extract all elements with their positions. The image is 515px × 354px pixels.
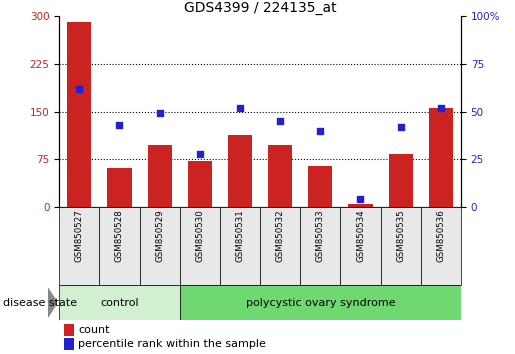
- Bar: [381, 207, 421, 285]
- Text: GSM850530: GSM850530: [195, 210, 204, 262]
- Title: GDS4399 / 224135_at: GDS4399 / 224135_at: [184, 1, 336, 15]
- Text: GSM850532: GSM850532: [276, 210, 285, 262]
- Text: GSM850531: GSM850531: [235, 210, 245, 262]
- Point: [356, 196, 365, 202]
- Bar: [389, 154, 413, 207]
- Bar: [349, 204, 372, 207]
- Bar: [300, 207, 340, 285]
- Bar: [64, 338, 74, 350]
- Bar: [188, 161, 212, 207]
- Bar: [340, 207, 381, 285]
- Bar: [59, 285, 180, 320]
- Text: polycystic ovary syndrome: polycystic ovary syndrome: [246, 298, 395, 308]
- Bar: [220, 207, 260, 285]
- Bar: [99, 207, 140, 285]
- Point: [196, 151, 204, 156]
- Point: [316, 128, 324, 133]
- Text: GSM850527: GSM850527: [75, 210, 84, 262]
- Text: GSM850533: GSM850533: [316, 210, 325, 262]
- Text: GSM850535: GSM850535: [396, 210, 405, 262]
- Point: [397, 124, 405, 130]
- Text: percentile rank within the sample: percentile rank within the sample: [78, 339, 266, 349]
- Text: GSM850536: GSM850536: [436, 210, 445, 262]
- Bar: [180, 285, 461, 320]
- Bar: [140, 207, 180, 285]
- Point: [437, 105, 445, 110]
- Bar: [308, 166, 332, 207]
- Bar: [108, 167, 131, 207]
- Point: [236, 105, 244, 110]
- Bar: [228, 135, 252, 207]
- Point: [75, 86, 83, 91]
- Bar: [148, 145, 171, 207]
- Point: [276, 118, 284, 124]
- Point: [156, 110, 164, 116]
- Polygon shape: [48, 288, 57, 317]
- Bar: [268, 145, 292, 207]
- Text: disease state: disease state: [3, 298, 77, 308]
- Text: count: count: [78, 325, 110, 335]
- Bar: [421, 207, 461, 285]
- Bar: [67, 22, 91, 207]
- Text: GSM850529: GSM850529: [155, 210, 164, 262]
- Text: GSM850528: GSM850528: [115, 210, 124, 262]
- Bar: [429, 108, 453, 207]
- Text: control: control: [100, 298, 139, 308]
- Bar: [59, 207, 99, 285]
- Bar: [64, 324, 74, 336]
- Text: GSM850534: GSM850534: [356, 210, 365, 262]
- Bar: [260, 207, 300, 285]
- Bar: [180, 207, 220, 285]
- Point: [115, 122, 124, 128]
